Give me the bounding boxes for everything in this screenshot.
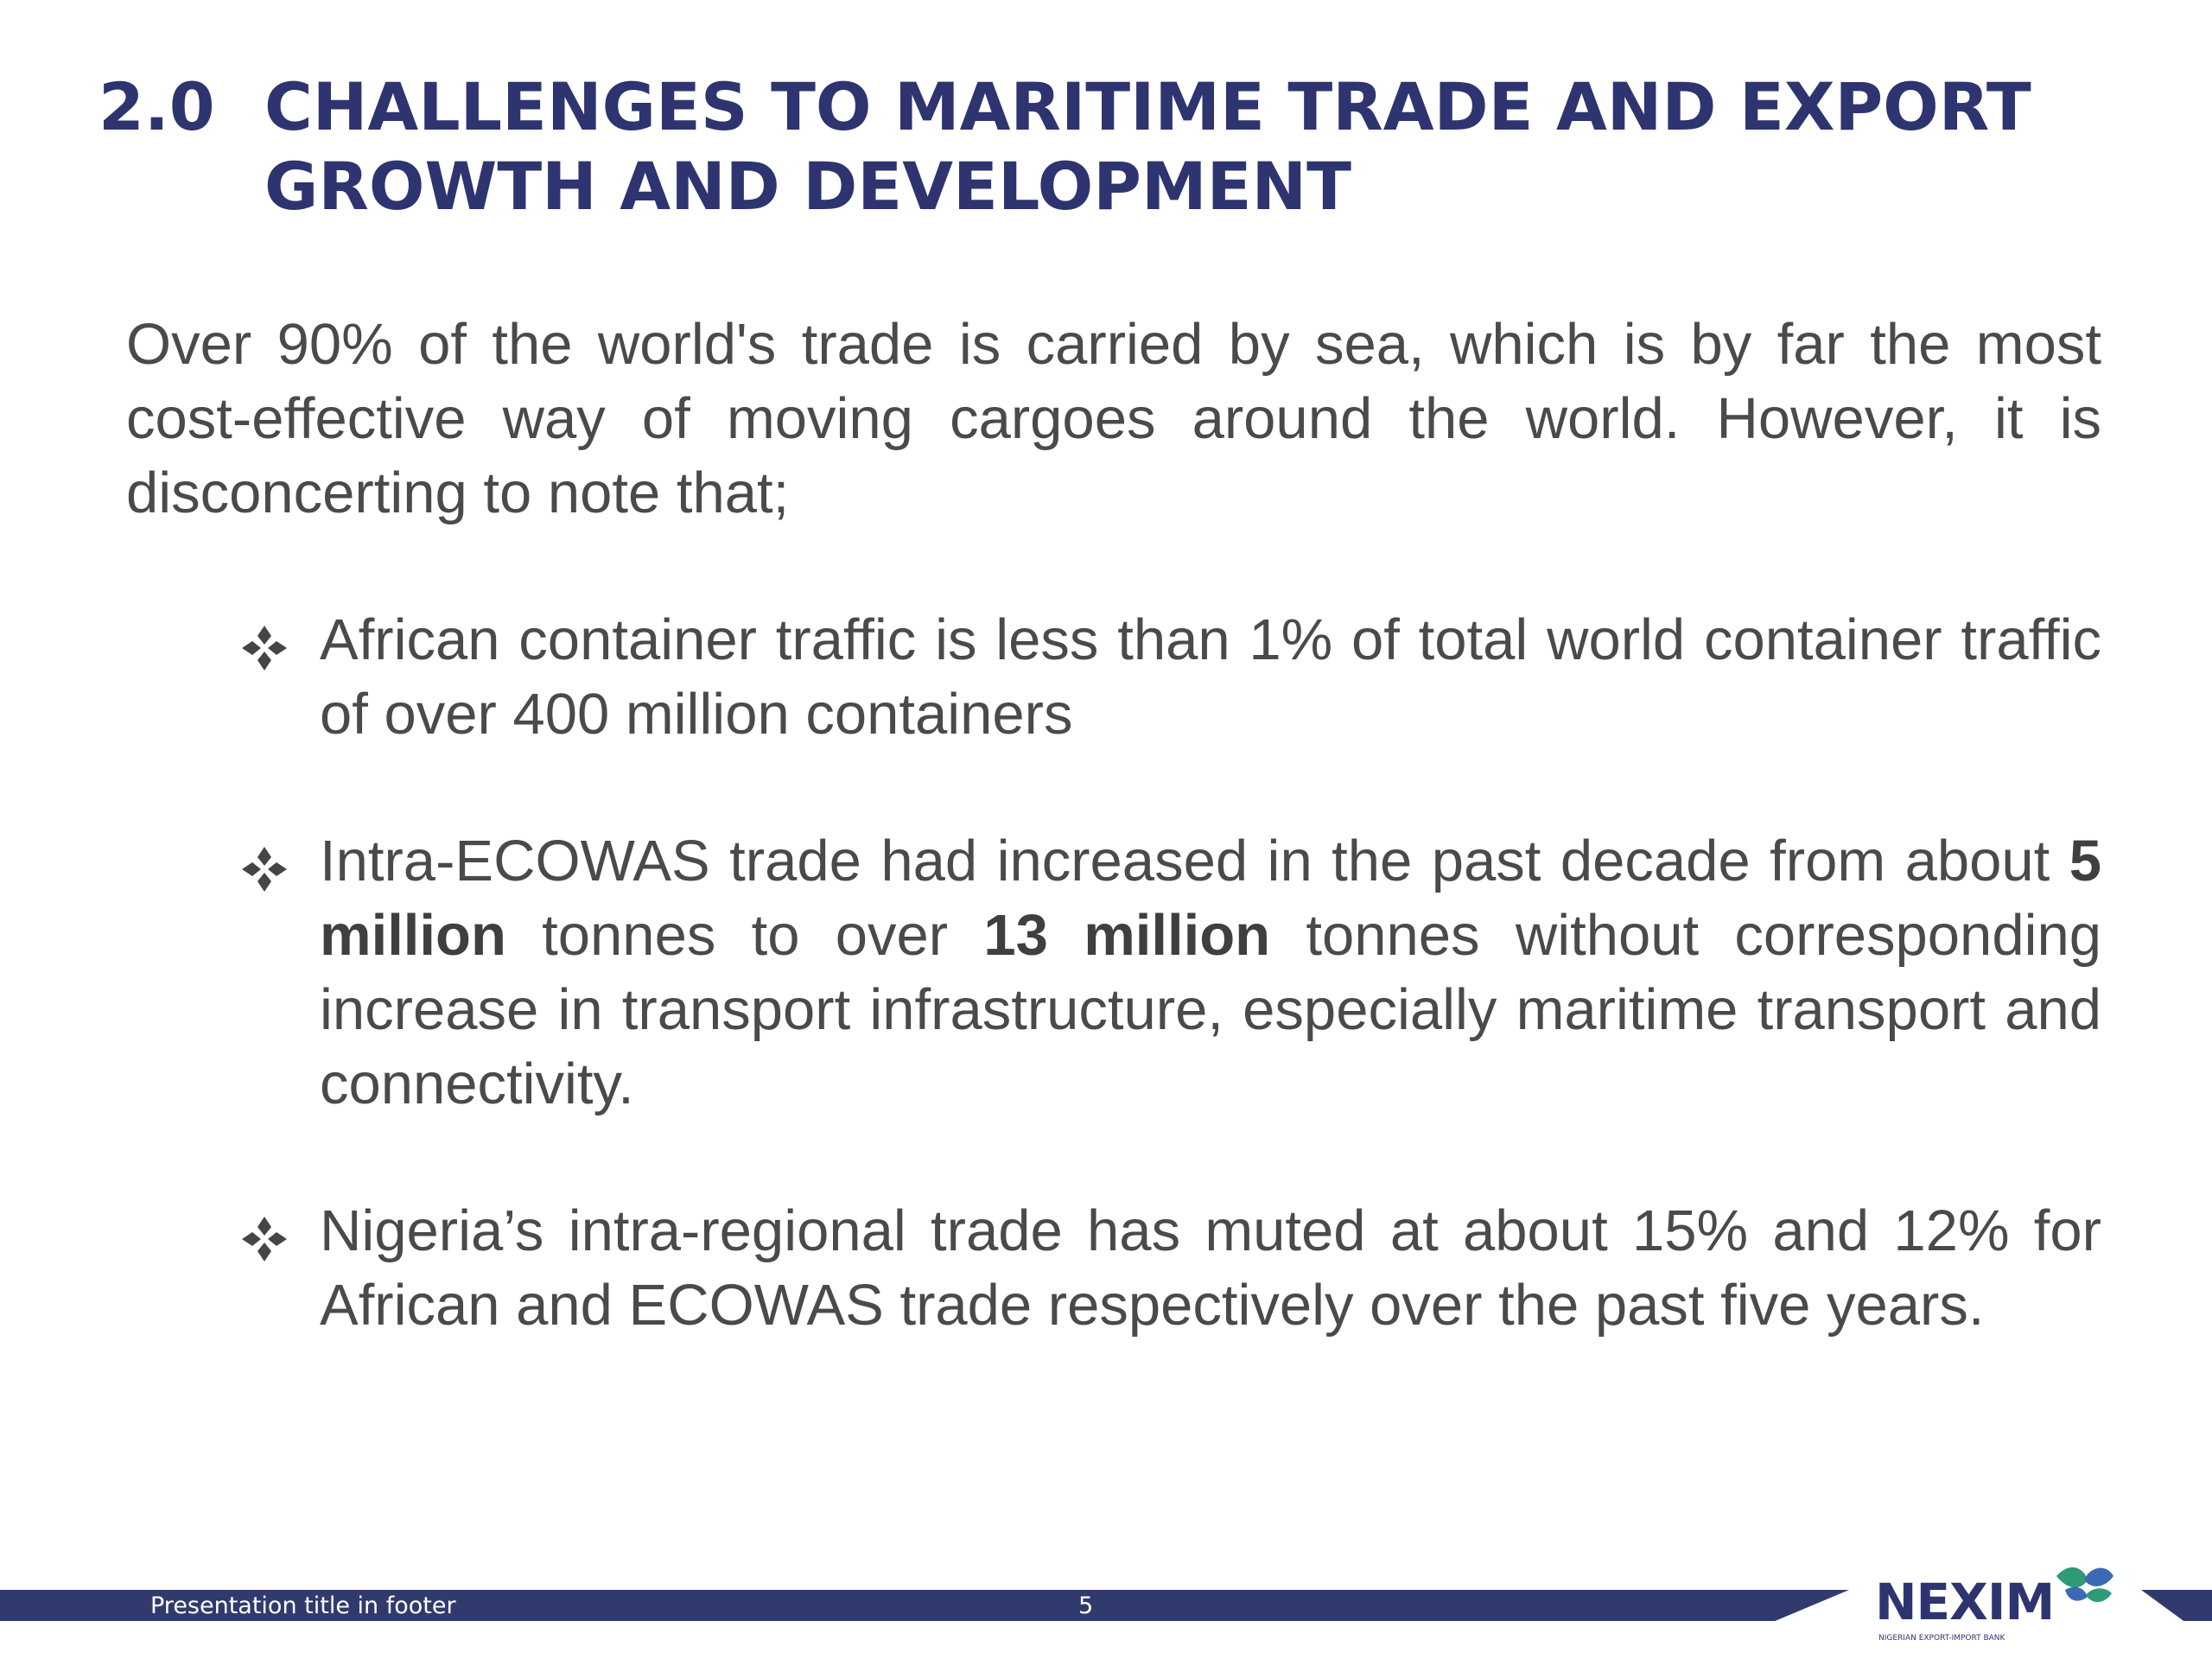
logo-tagline: NIGERIAN EXPORT-IMPORT BANK xyxy=(1878,1634,2005,1643)
footer-right-tab xyxy=(2141,1590,2212,1621)
nexim-logo: NEXIM NIGERIAN EXPORT-IMPORT BANK xyxy=(1875,1560,2119,1654)
bullet-emphasis: 5 million xyxy=(320,829,2101,968)
section-number: 2.0 xyxy=(99,68,215,145)
logo-wordmark: NEXIM xyxy=(1875,1573,2055,1631)
intro-paragraph: Over 90% of the world's trade is carried… xyxy=(126,312,2101,525)
bullet-text: African container traffic is less than 1… xyxy=(320,607,2101,747)
four-diamond-bullet-icon xyxy=(242,1217,287,1262)
bullet-text: tonnes to over xyxy=(505,903,984,968)
footer-band xyxy=(0,1590,1849,1621)
title-text: CHALLENGES TO MARITIME TRADE AND EXPORT … xyxy=(264,68,2031,225)
bullet-emphasis: 13 million xyxy=(983,903,1271,968)
bullet-text: tonnes without corresponding increase in… xyxy=(320,903,2101,1116)
bullet-item: African container traffic is less than 1… xyxy=(240,603,2101,752)
footer-title: Presentation title in footer xyxy=(150,1592,456,1619)
bullet-item: Nigeria’s intra-regional trade has muted… xyxy=(240,1194,2101,1343)
nexim-ribbon-logo-icon xyxy=(2056,1567,2113,1603)
four-diamond-bullet-icon xyxy=(242,847,287,892)
four-diamond-bullet-icon xyxy=(242,626,287,671)
bullet-item: Intra-ECOWAS trade had increased in the … xyxy=(240,824,2101,1122)
bullet-text: Intra-ECOWAS trade had increased in the … xyxy=(320,829,2069,893)
slide-title: 2.0 CHALLENGES TO MARITIME TRADE AND EXP… xyxy=(99,67,2086,226)
page-number: 5 xyxy=(1078,1592,1094,1619)
bullet-list: African container traffic is less than 1… xyxy=(240,603,2101,1343)
bullet-text: Nigeria’s intra-regional trade has muted… xyxy=(320,1198,2101,1338)
